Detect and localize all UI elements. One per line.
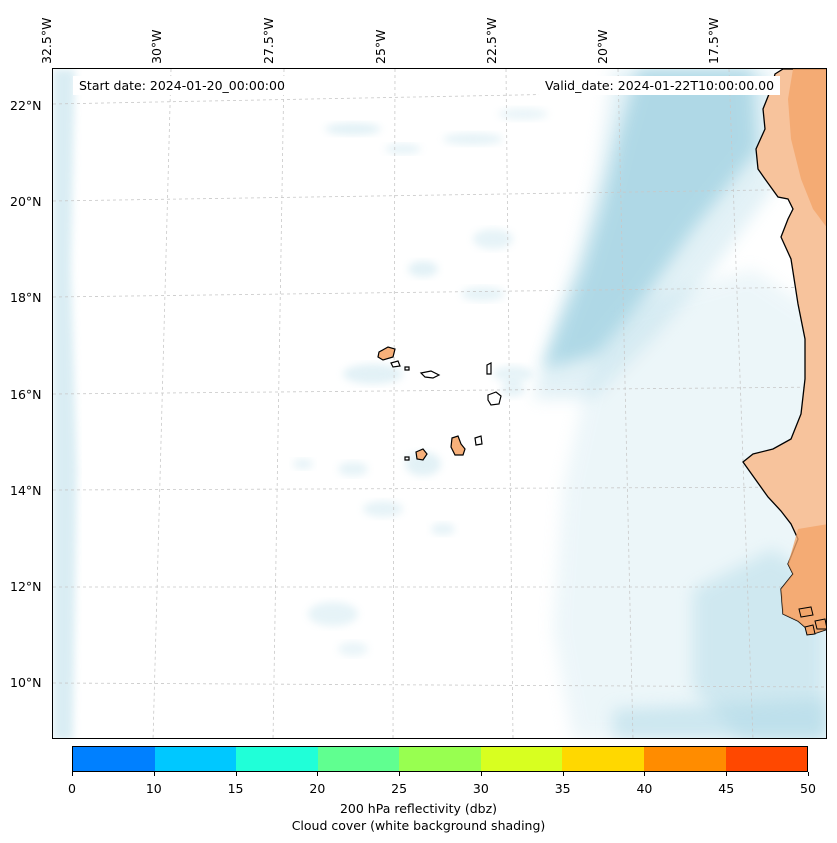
cloud-wisp <box>293 459 313 469</box>
lat-tick-22n: 22°N <box>10 98 42 113</box>
lat-tick-16n: 16°N <box>10 387 42 402</box>
colorbar-tick-mark <box>153 772 155 776</box>
cloud-wisp <box>338 462 368 476</box>
lon-tick-32-5w: 32.5°W <box>39 17 54 64</box>
island-santo-antao <box>377 346 396 361</box>
cloud-wisp <box>363 501 403 517</box>
colorbar-segment <box>643 747 726 771</box>
island-santa-luzia <box>404 366 410 371</box>
cloud-wisp <box>308 602 358 626</box>
colorbar-tick-mark <box>480 772 482 776</box>
colorbar-tick-label: 15 <box>227 781 244 796</box>
cloud-wisp <box>343 364 403 384</box>
colorbar-tick-mark <box>72 772 73 776</box>
cloud-wisp <box>461 287 505 301</box>
colorbar-tick-mark <box>562 772 564 776</box>
lat-tick-12n: 12°N <box>10 579 42 594</box>
africa-land-south <box>781 524 826 634</box>
colorbar-tick-mark <box>726 772 728 776</box>
map-panel[interactable] <box>52 68 827 739</box>
island-boa-vista <box>487 391 502 406</box>
lon-tick-25w: 25°W <box>373 29 388 64</box>
colorbar-tick-mark <box>317 772 319 776</box>
valid-date-label: Valid_date: 2024-01-22T10:00:00.00 <box>539 76 781 95</box>
lat-tick-20n: 20°N <box>10 194 42 209</box>
start-date-label: Start date: 2024-01-20_00:00:00 <box>73 76 291 95</box>
lat-tick-14n: 14°N <box>10 483 42 498</box>
colorbar-tick-label: 30 <box>472 781 489 796</box>
lon-tick-20w: 20°W <box>595 29 610 64</box>
colorbar-segment <box>562 747 644 771</box>
cloud-wisp <box>443 133 503 145</box>
colorbar-label: 200 hPa reflectivity (dbz) <box>339 801 498 816</box>
island-sao-vicente <box>390 360 401 368</box>
colorbar-segment <box>236 747 318 771</box>
cloud-wisp <box>325 123 381 135</box>
map-canvas <box>53 69 826 738</box>
cloud-wisp <box>405 452 441 476</box>
island-fogo <box>415 448 428 461</box>
africa-land-dark <box>788 69 826 227</box>
bissagos-island <box>798 606 814 618</box>
colorbar-tick-label: 10 <box>145 781 162 796</box>
cloud-wisp <box>493 366 533 382</box>
colorbar-tick-mark <box>644 772 646 776</box>
colorbar-segment <box>725 747 808 771</box>
lat-tick-10n: 10°N <box>10 675 42 690</box>
colorbar-tick-label: 0 <box>68 781 76 796</box>
island-brava <box>404 456 410 461</box>
island-sal <box>486 362 492 375</box>
lat-tick-18n: 18°N <box>10 290 42 305</box>
colorbar-sublabel: Cloud cover (white background shading) <box>291 818 546 833</box>
graticule <box>53 69 826 738</box>
cloud-wisp <box>338 642 368 656</box>
cloud-wisp <box>431 523 455 535</box>
cloud-wisp <box>408 261 438 277</box>
cloud-wisp <box>501 381 525 397</box>
colorbar-segment <box>399 747 481 771</box>
lon-tick-27-5w: 27.5°W <box>261 17 276 64</box>
colorbar-tick-label: 20 <box>309 781 326 796</box>
colorbar-tick-label: 50 <box>800 781 816 796</box>
colorbar-tick-label: 35 <box>554 781 571 796</box>
island-sao-nicolau <box>419 370 441 379</box>
colorbar-segment <box>480 747 563 771</box>
colorbar-tick-mark <box>399 772 401 776</box>
cape-verde-islands <box>377 346 502 461</box>
colorbar-tick-label: 45 <box>718 781 735 796</box>
island-maio <box>474 435 483 446</box>
cloud-wisp <box>473 229 513 249</box>
lon-tick-30w: 30°W <box>149 29 164 64</box>
colorbar <box>72 746 808 772</box>
cloud-west-edge <box>53 69 77 738</box>
cloud-south-strip <box>613 699 826 738</box>
colorbar-segment <box>154 747 237 771</box>
bissagos-island <box>804 624 816 636</box>
cloud-wisp <box>385 144 421 154</box>
bissagos-island <box>814 618 826 630</box>
cloud-cover-layer <box>53 69 826 738</box>
colorbar-segment <box>317 747 400 771</box>
colorbar-tick-label: 40 <box>636 781 653 796</box>
colorbar-tick-mark <box>808 772 809 776</box>
lon-tick-17-5w: 17.5°W <box>706 17 721 64</box>
island-santiago <box>450 435 466 456</box>
colorbar-tick-label: 25 <box>391 781 408 796</box>
colorbar-tick-mark <box>235 772 237 776</box>
africa-coast <box>742 69 826 636</box>
cloud-wisp <box>498 108 548 120</box>
cloud-band-outer <box>533 69 773 399</box>
lon-tick-22-5w: 22.5°W <box>484 17 499 64</box>
colorbar-segment <box>73 747 155 771</box>
